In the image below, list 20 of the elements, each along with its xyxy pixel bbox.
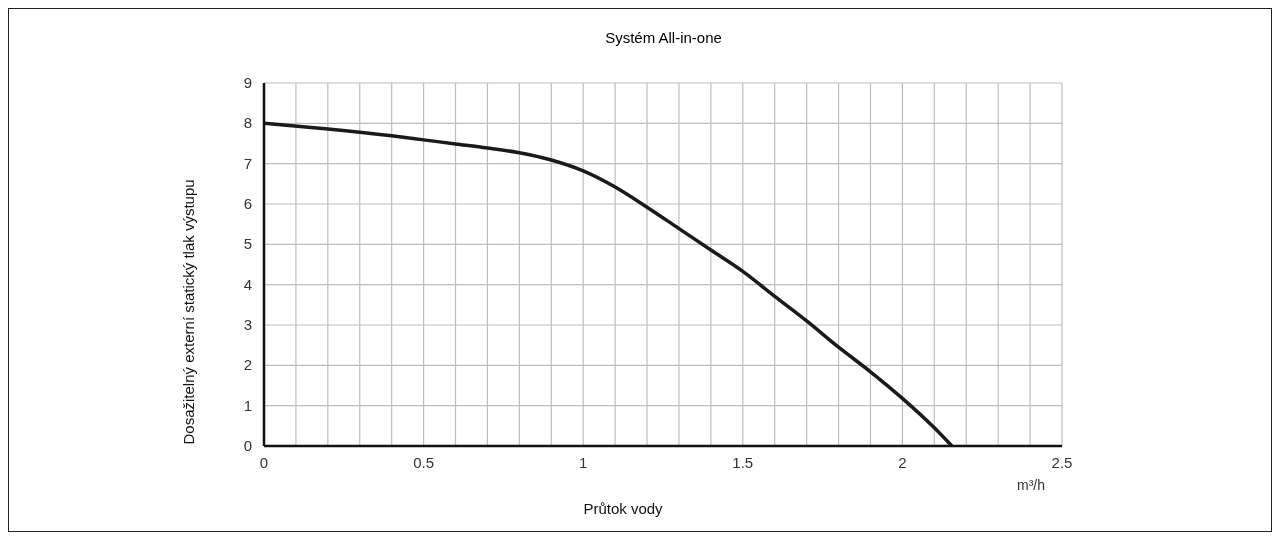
y-tick-label: 5: [243, 235, 252, 253]
x-axis-title: Průtok vody: [583, 500, 664, 517]
y-tick-label: 2: [243, 356, 252, 374]
y-axis-title: Dosažitelný externí statický tlak výstupu: [180, 179, 198, 445]
y-tick-label: 4: [243, 275, 252, 293]
x-tick-label: 0.5: [413, 454, 435, 471]
y-tick-label: 8: [243, 114, 252, 132]
x-tick-label: 2: [898, 454, 907, 471]
y-tick-label: 1: [243, 396, 252, 414]
y-tick-label: 3: [243, 316, 252, 333]
y-tick-label: 7: [243, 154, 252, 172]
chart-title: Systém All-in-one: [604, 29, 723, 46]
x-tick-label: 1: [579, 454, 588, 471]
y-tick-label: 0: [243, 437, 252, 454]
x-tick-label: 0: [259, 454, 269, 471]
x-tick-label: 2.5: [1051, 454, 1073, 471]
x-tick-label: 1.5: [732, 454, 754, 471]
y-tick-label: 9: [243, 74, 252, 91]
text: m³/h: [1017, 477, 1045, 493]
y-tick-label: 6: [243, 195, 252, 212]
